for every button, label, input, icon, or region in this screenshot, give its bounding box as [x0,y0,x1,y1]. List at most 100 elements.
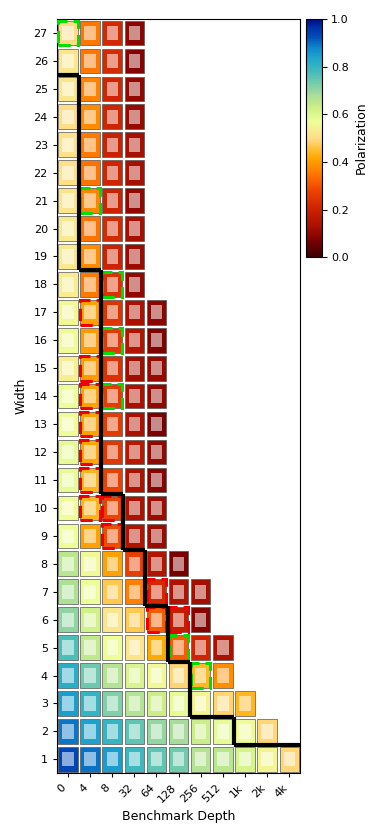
Bar [58,495,78,520]
Bar [80,216,100,241]
Bar [147,384,166,408]
Bar [102,663,122,688]
Bar [195,669,206,683]
Bar [58,411,78,437]
Bar [107,361,118,375]
Bar [173,753,184,767]
Bar [84,361,96,375]
Bar [257,747,277,772]
Bar [84,250,96,264]
Bar [84,556,96,571]
Bar [102,384,122,408]
Bar [129,137,140,152]
Bar [125,579,144,604]
Bar [84,529,96,543]
X-axis label: Benchmark Depth: Benchmark Depth [122,810,235,823]
Bar [107,221,118,235]
Bar [80,21,100,45]
Bar [191,719,210,743]
Bar [129,194,140,208]
Bar [84,473,96,487]
Bar [102,384,122,408]
Bar [84,724,96,738]
Bar [62,305,74,319]
Bar [129,26,140,40]
Bar [125,747,144,772]
Bar [84,26,96,40]
Bar [80,579,100,604]
Bar [102,21,122,45]
Bar [129,389,140,403]
Bar [102,160,122,185]
Bar [102,76,122,101]
Bar [62,417,74,432]
Bar [129,334,140,348]
Bar [129,501,140,515]
Bar [125,468,144,492]
Bar [58,608,78,632]
Bar [58,49,78,73]
Bar [147,440,166,464]
Bar [107,640,118,654]
Bar [102,635,122,660]
Bar [84,613,96,627]
Bar [129,221,140,235]
Bar [147,608,166,632]
Bar [169,635,188,660]
Bar [84,334,96,348]
Bar [80,468,100,492]
Bar [147,300,166,324]
Bar [173,556,184,571]
Bar [84,753,96,767]
Bar [62,473,74,487]
Bar [80,691,100,716]
Bar [107,613,118,627]
Bar [107,501,118,515]
Bar [147,635,166,660]
Bar [58,105,78,129]
Bar [217,696,228,711]
Bar [62,556,74,571]
Bar [213,691,233,716]
Bar [169,719,188,743]
Bar [58,579,78,604]
Bar [151,529,162,543]
Bar [147,663,166,688]
Bar [62,137,74,152]
Bar [80,411,100,437]
Bar [280,747,299,772]
Bar [102,328,122,353]
Bar [217,724,228,738]
Bar [107,556,118,571]
Bar [80,468,100,492]
Bar [107,389,118,403]
Bar [125,356,144,380]
Bar [62,585,74,599]
Bar [213,747,233,772]
Bar [62,529,74,543]
Bar [217,753,228,767]
Bar [191,663,210,688]
Bar [102,132,122,157]
Bar [125,551,144,576]
Bar [129,556,140,571]
Bar [169,551,188,576]
Bar [147,495,166,520]
Bar [58,21,78,45]
Bar [80,300,100,324]
Bar [62,54,74,68]
Bar [107,194,118,208]
Bar [107,445,118,459]
Bar [283,753,295,767]
Bar [125,635,144,660]
Bar [262,753,273,767]
Bar [125,719,144,743]
Bar [129,585,140,599]
Bar [80,300,100,324]
Bar [235,719,255,743]
Bar [125,21,144,45]
Bar [107,82,118,96]
Bar [80,384,100,408]
Bar [84,417,96,432]
Bar [173,724,184,738]
